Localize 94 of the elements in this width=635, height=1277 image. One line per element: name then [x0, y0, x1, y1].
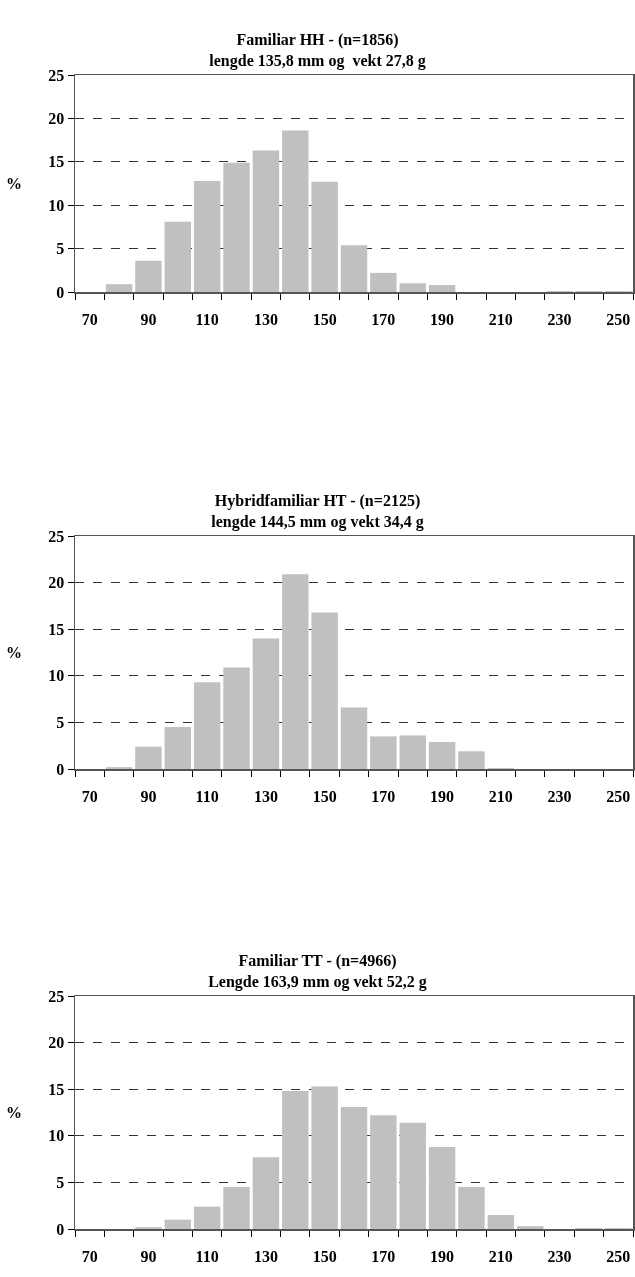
x-tick-label: 210: [488, 1247, 513, 1265]
bar: [252, 1157, 280, 1229]
x-tick-label: 70: [81, 310, 98, 328]
bar: [193, 180, 221, 292]
y-tick-label: 5: [56, 240, 65, 258]
bar: [282, 574, 309, 769]
x-tick-label: 230: [547, 787, 572, 805]
bar: [223, 667, 250, 769]
y-tick-label: 25: [48, 527, 65, 545]
bar: [164, 221, 192, 292]
y-tick-label: 0: [56, 283, 65, 301]
bar: [370, 1115, 397, 1229]
x-tick-label: 170: [371, 787, 396, 805]
x-tick-label: 90: [140, 787, 157, 805]
x-tick-label: 210: [488, 310, 513, 328]
x-tick-label: 130: [253, 1247, 278, 1265]
x-tick-label: 170: [371, 310, 396, 328]
x-tick-label: 90: [140, 1247, 157, 1265]
bar: [223, 1187, 250, 1229]
chart-subtitle: Lengde 163,9 mm og vekt 52,2 g: [208, 972, 427, 991]
y-tick-label: 15: [48, 153, 65, 171]
y-tick-label: 10: [48, 667, 65, 685]
bar: [164, 1219, 192, 1229]
x-tick-label: 130: [253, 787, 278, 805]
x-tick-label: 250: [606, 787, 631, 805]
bar: [193, 1206, 221, 1229]
bar: [105, 284, 133, 292]
bar: [399, 1122, 426, 1229]
y-tick-label: 0: [56, 760, 65, 778]
bar: [282, 130, 309, 292]
x-tick-label: 250: [606, 310, 631, 328]
y-tick-label: 10: [48, 1127, 65, 1145]
y-tick-label: 15: [48, 620, 65, 638]
bar: [193, 682, 221, 769]
bar: [340, 245, 368, 292]
x-tick-label: 150: [312, 310, 337, 328]
y-tick-label: 10: [48, 196, 65, 214]
x-tick-label: 110: [195, 787, 219, 805]
x-tick-label: 190: [430, 787, 455, 805]
x-tick-label: 190: [430, 310, 455, 328]
y-tick-label: 5: [56, 1174, 65, 1191]
bar: [428, 285, 456, 292]
bar: [311, 181, 338, 292]
chart-subtitle: lengde 135,8 mm og vekt 27,8 g: [209, 51, 426, 70]
bar: [311, 612, 338, 769]
bar: [370, 272, 397, 292]
bar: [340, 1106, 368, 1229]
bar: [516, 1226, 544, 1229]
bar: [252, 150, 280, 292]
y-tick-label: 15: [48, 1080, 65, 1098]
y-tick-label: 0: [56, 1220, 65, 1238]
y-tick-label: 25: [48, 66, 65, 84]
bar: [311, 1086, 338, 1229]
bar: [399, 283, 426, 292]
bar: [340, 707, 368, 769]
y-tick-label: 5: [56, 714, 65, 731]
bar: [487, 1215, 515, 1229]
y-tick-label: 20: [48, 110, 65, 127]
x-tick-label: 70: [81, 787, 98, 805]
x-tick-label: 170: [371, 1247, 396, 1265]
x-tick-label: 230: [547, 1247, 572, 1265]
chart-title: Familiar TT - (n=4966): [238, 952, 397, 970]
y-tick-label: 20: [48, 1034, 65, 1052]
chart-title: Familiar HH - (n=1856): [236, 31, 399, 49]
x-tick-label: 190: [430, 1247, 455, 1265]
y-axis-title: %: [6, 1104, 22, 1121]
chart-title: Hybridfamiliar HT - (n=2125): [214, 492, 421, 510]
x-tick-label: 150: [312, 1247, 337, 1265]
bar: [458, 1187, 485, 1229]
x-tick-label: 150: [312, 787, 337, 805]
bar: [458, 751, 485, 769]
bar: [223, 162, 250, 292]
bar: [282, 1091, 309, 1229]
x-tick-label: 110: [195, 310, 219, 328]
y-axis-title: %: [6, 644, 22, 661]
y-axis-title: %: [6, 175, 22, 192]
x-tick-label: 110: [195, 1247, 219, 1265]
x-tick-label: 130: [253, 310, 278, 328]
y-tick-label: 25: [48, 987, 65, 1005]
bar: [399, 735, 426, 769]
x-tick-label: 210: [488, 787, 513, 805]
bar: [428, 1146, 456, 1229]
bar: [428, 741, 456, 769]
bar: [370, 736, 397, 769]
x-tick-label: 70: [81, 1247, 98, 1265]
bar: [252, 638, 280, 769]
x-tick-label: 250: [606, 1247, 631, 1265]
x-tick-label: 90: [140, 310, 157, 328]
chart-subtitle: lengde 144,5 mm og vekt 34,4 g: [211, 512, 424, 531]
y-tick-label: 20: [48, 574, 65, 592]
bar: [164, 727, 192, 769]
bar: [135, 746, 162, 769]
x-tick-label: 230: [547, 310, 572, 328]
bar: [135, 260, 162, 292]
